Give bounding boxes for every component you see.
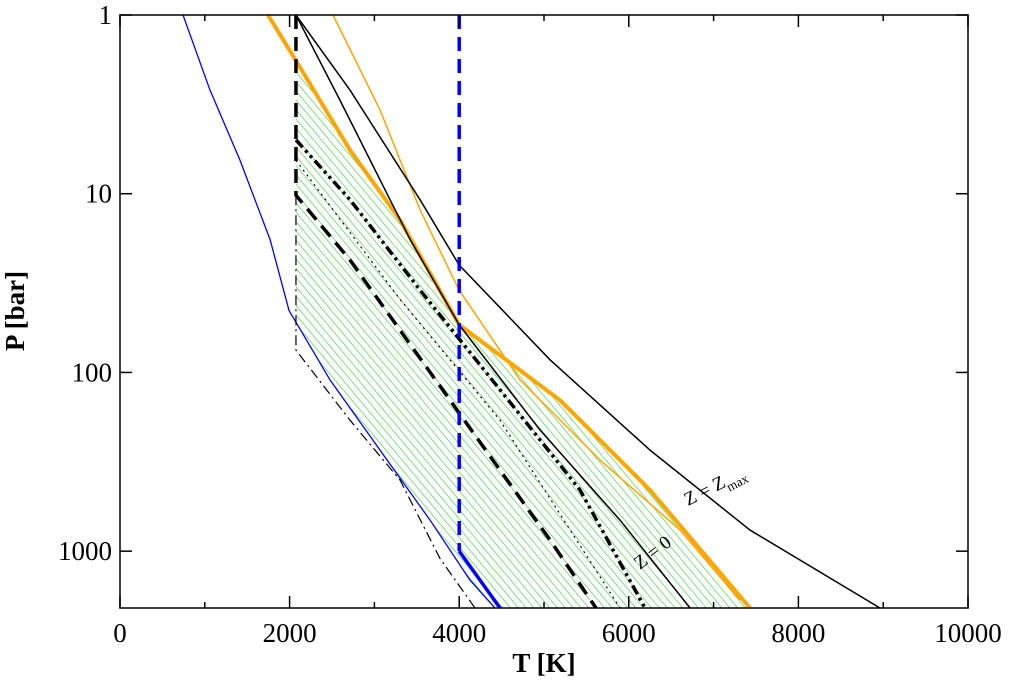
y-axis-title: P [bar]: [0, 271, 30, 351]
annotation-subscript: max: [724, 471, 751, 495]
series-line: [332, 15, 741, 601]
series-line: [294, 138, 647, 608]
annotation-text: Z = Z: [681, 472, 729, 510]
x-tick-label: 6000: [602, 618, 656, 648]
x-axis-title: T [K]: [512, 648, 575, 678]
series-line: [294, 15, 598, 608]
series-line: [457, 550, 502, 608]
series-line: [295, 15, 881, 608]
y-tick-label: 100: [72, 357, 113, 387]
x-tick-label: 0: [113, 618, 127, 648]
series-line: [182, 15, 496, 608]
x-tick-label: 2000: [263, 618, 317, 648]
x-tick-label: 4000: [432, 618, 486, 648]
x-tick-label: 8000: [771, 618, 825, 648]
series-line: [295, 159, 621, 608]
series-line: [295, 195, 476, 608]
y-tick-label: 10: [85, 179, 112, 209]
hatched-region: [295, 60, 750, 608]
plot-area: [182, 15, 881, 608]
y-tick-label: 1: [99, 0, 113, 30]
y-tick-label: 1000: [58, 536, 112, 566]
annotation: Z = Zmax: [681, 462, 751, 514]
x-tick-label: 10000: [934, 618, 1002, 648]
